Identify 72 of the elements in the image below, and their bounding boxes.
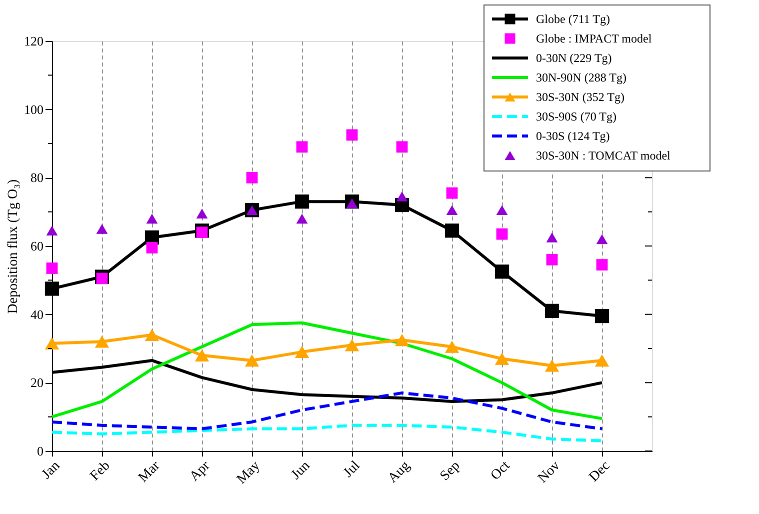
x-tick-label: Dec (586, 458, 614, 486)
point (494, 264, 510, 279)
y-tick-label: 0 (37, 444, 44, 458)
y-tick-label: 80 (30, 170, 44, 186)
point (244, 354, 260, 367)
legend-label: Globe : IMPACT model (536, 32, 652, 46)
x-tick-label: Aug (385, 458, 414, 486)
point (346, 198, 358, 208)
line-series (50, 391, 604, 430)
point (544, 304, 560, 318)
point (44, 337, 60, 350)
point (94, 336, 110, 348)
line-series (50, 424, 604, 442)
point (596, 259, 608, 270)
point (546, 232, 558, 242)
legend-label: 30S-90S (70 Tg) (536, 110, 616, 124)
point (494, 352, 510, 365)
x-tick-label: Mar (136, 458, 164, 486)
point (346, 129, 358, 141)
x-tick-label: Jul (340, 458, 364, 481)
point (196, 226, 208, 238)
point (446, 187, 458, 199)
x-tick-label: Nov (535, 458, 564, 486)
point (396, 192, 408, 202)
point (194, 349, 210, 362)
point (544, 359, 560, 372)
x-tick-label: Apr (187, 458, 214, 485)
point (546, 254, 558, 266)
y-axis-title: Deposition flux (Tg O₃) (6, 178, 21, 314)
point (96, 272, 108, 284)
legend-label: 0-30S (124 Tg) (536, 129, 610, 143)
point (44, 282, 60, 296)
point (144, 328, 160, 341)
point (296, 141, 308, 153)
x-tick-label: Jun (288, 458, 314, 483)
legend-label: 30N-90N (288 Tg) (536, 70, 626, 84)
point (296, 214, 308, 224)
point (594, 308, 610, 324)
point (396, 141, 408, 153)
line-series (50, 321, 604, 420)
y-tick-label: 100 (24, 102, 44, 117)
point (594, 354, 610, 367)
point (46, 226, 58, 236)
point (444, 340, 460, 353)
y-tick-label: 20 (30, 375, 44, 390)
y-tick-label: 40 (30, 306, 44, 322)
legend-label: Globe (711 Tg) (536, 12, 610, 26)
y-tick-label: 60 (30, 238, 44, 254)
point (96, 224, 108, 234)
x-tick-label: Feb (88, 458, 114, 484)
legend-label: 30S-30N : TOMCAT model (536, 148, 672, 162)
point (146, 214, 158, 224)
point (596, 234, 608, 244)
x-tick-label: Oct (488, 458, 514, 484)
point (394, 334, 410, 346)
point (496, 228, 508, 240)
point (344, 338, 360, 352)
point (444, 224, 460, 238)
point (294, 346, 310, 358)
point (496, 205, 508, 216)
x-tick-label: Jan (39, 458, 64, 482)
legend-label: 30S-30N (352 Tg) (536, 90, 624, 104)
point (446, 205, 458, 216)
x-tick-label: Sep (438, 458, 464, 484)
point (294, 194, 310, 209)
x-tick-label: May (234, 458, 264, 488)
point (246, 172, 258, 184)
y-tick-label: 120 (24, 34, 44, 48)
point (146, 242, 158, 254)
point (46, 262, 58, 274)
point (196, 208, 208, 218)
legend-label: 0-30N (229 Tg) (536, 51, 612, 65)
